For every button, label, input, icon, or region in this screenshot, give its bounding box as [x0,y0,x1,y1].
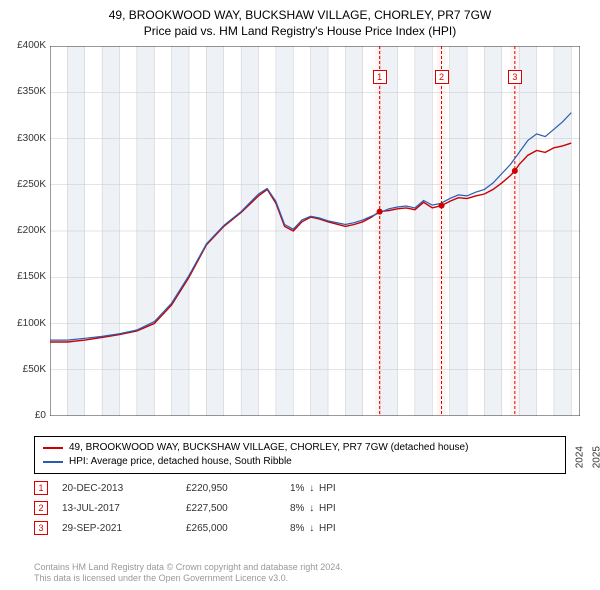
event-row: 2 13-JUL-2017 £227,500 8% ↓ HPI [34,498,566,518]
legend-swatch [43,447,63,449]
chart [50,46,580,416]
y-tick-label: £150K [8,271,46,282]
chart-subtitle: Price paid vs. HM Land Registry's House … [10,24,590,38]
event-marker: 3 [34,521,48,535]
y-tick-label: £250K [8,179,46,190]
y-tick-label: £400K [8,40,46,51]
footer-line: This data is licensed under the Open Gov… [34,573,343,584]
y-tick-label: £0 [8,410,46,421]
events-table: 1 20-DEC-2013 £220,950 1% ↓ HPI 2 13-JUL-2017… [34,478,566,538]
legend-label: 49, BROOKWOOD WAY, BUCKSHAW VILLAGE, CHO… [69,441,468,455]
y-tick-label: £100K [8,318,46,329]
y-tick-label: £350K [8,86,46,97]
event-price: £227,500 [186,503,276,514]
event-date: 29-SEP-2021 [62,523,172,534]
chart-title: 49, BROOKWOOD WAY, BUCKSHAW VILLAGE, CHO… [10,8,590,22]
event-row: 3 29-SEP-2021 £265,000 8% ↓ HPI [34,518,566,538]
event-marker: 2 [34,501,48,515]
x-tick-label: 2025 [592,446,600,468]
footer-line: Contains HM Land Registry data © Crown c… [34,562,343,573]
sale-marker: 1 [373,70,387,84]
footer: Contains HM Land Registry data © Crown c… [34,562,343,584]
event-row: 1 20-DEC-2013 £220,950 1% ↓ HPI [34,478,566,498]
legend-label: HPI: Average price, detached house, Sout… [69,455,292,469]
y-tick-label: £300K [8,133,46,144]
y-tick-label: £200K [8,225,46,236]
legend: 49, BROOKWOOD WAY, BUCKSHAW VILLAGE, CHO… [34,436,566,474]
event-pct: 8% ↓ HPI [290,523,336,534]
event-price: £220,950 [186,483,276,494]
x-tick-label: 2024 [574,446,585,468]
y-tick-label: £50K [8,364,46,375]
event-date: 13-JUL-2017 [62,503,172,514]
event-pct: 8% ↓ HPI [290,503,336,514]
event-date: 20-DEC-2013 [62,483,172,494]
event-marker: 1 [34,481,48,495]
sale-marker: 3 [508,70,522,84]
event-price: £265,000 [186,523,276,534]
legend-item: 49, BROOKWOOD WAY, BUCKSHAW VILLAGE, CHO… [43,441,557,455]
sale-marker: 2 [435,70,449,84]
event-pct: 1% ↓ HPI [290,483,336,494]
legend-swatch [43,461,63,463]
legend-item: HPI: Average price, detached house, Sout… [43,455,557,469]
